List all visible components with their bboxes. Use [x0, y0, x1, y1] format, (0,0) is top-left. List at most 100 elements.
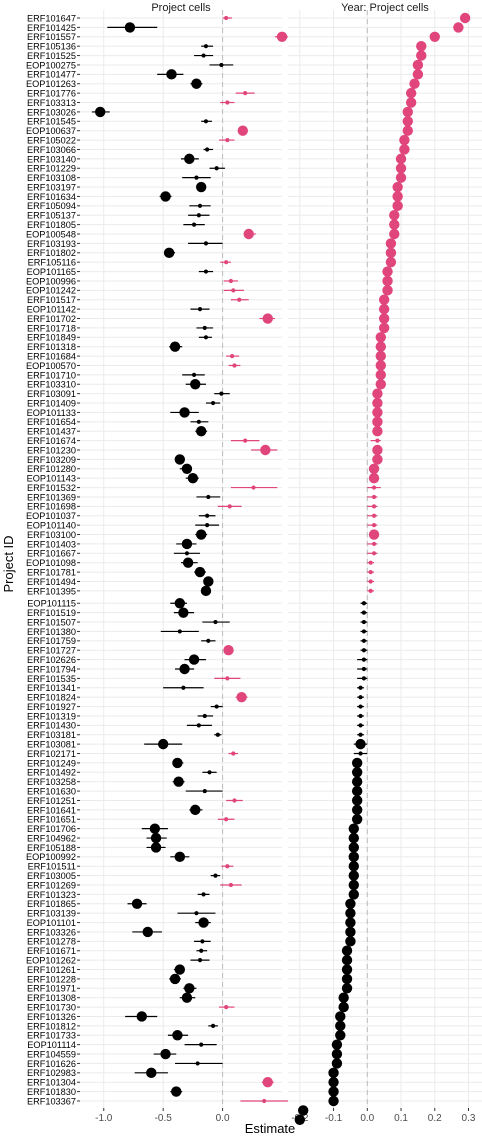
estimate-point	[251, 485, 256, 490]
estimate-point	[382, 285, 393, 296]
y-tick-label: EOP101037	[26, 511, 76, 521]
y-tick-label: ERF105137	[27, 211, 76, 221]
estimate-point	[219, 391, 224, 396]
estimate-point	[375, 341, 386, 352]
estimate-point	[348, 879, 359, 891]
estimate-point	[368, 579, 373, 584]
y-tick-label: EOP101098	[26, 558, 76, 568]
estimate-point	[389, 219, 400, 230]
estimate-point	[206, 494, 211, 500]
estimate-point	[136, 1011, 147, 1022]
y-tick-label: EOP101142	[27, 305, 76, 315]
estimate-point	[395, 163, 407, 174]
estimate-point	[371, 494, 377, 500]
panels: Project cells -1.0 -0.5 0.0 Year: Project ce…	[26, 2, 482, 1125]
y-tick-label: ERF101927	[27, 702, 76, 712]
estimate-point	[276, 31, 288, 42]
y-tick-label: ERF101824	[27, 693, 76, 703]
y-tick-label: ERF101494	[27, 577, 76, 587]
estimate-point	[174, 598, 186, 609]
estimate-point	[188, 654, 200, 665]
estimate-point	[395, 172, 407, 183]
estimate-point	[368, 463, 380, 474]
estimate-point	[210, 1023, 216, 1028]
estimate-point	[385, 256, 397, 268]
estimate-point	[184, 983, 195, 994]
estimate-point	[459, 12, 471, 24]
estimate-point	[402, 125, 413, 136]
estimate-point	[429, 31, 440, 42]
estimate-point	[131, 898, 143, 909]
y-tick-label: ERF101318	[27, 342, 76, 352]
y-tick-label: ERF104962	[27, 833, 76, 843]
estimate-point	[368, 560, 373, 565]
estimate-point	[194, 566, 206, 578]
estimate-point	[191, 372, 197, 377]
estimate-point	[95, 106, 106, 118]
estimate-point	[195, 1061, 200, 1066]
estimate-point	[203, 44, 209, 49]
y-tick-label: ERF101671	[27, 946, 76, 956]
estimate-point	[297, 1105, 309, 1116]
estimate-point	[328, 1095, 339, 1107]
y-tick-label: ERF101409	[27, 398, 76, 408]
x-tick-label: -1.0	[95, 1113, 113, 1124]
y-tick-label: ERF101341	[27, 683, 76, 693]
estimate-point	[412, 59, 424, 71]
y-tick-label: ERF102626	[27, 655, 76, 665]
estimate-point	[372, 444, 383, 456]
y-tick-label: ERF103258	[27, 777, 76, 787]
y-tick-label: ERF101308	[27, 993, 76, 1003]
y-tick-label: ERF103005	[27, 871, 76, 881]
estimate-point	[453, 22, 464, 33]
y-tick-label: EOP101262	[26, 956, 76, 966]
y-tick-label: ERF103108	[27, 173, 76, 183]
estimate-point	[402, 106, 413, 118]
y-tick-label: ERF101718	[27, 323, 76, 333]
estimate-point	[203, 335, 209, 340]
y-tick-label: ERF101674	[27, 436, 76, 446]
estimate-point	[348, 889, 359, 900]
y-tick-label: EOP101143	[27, 474, 76, 484]
panel-title: Year: Project cells	[341, 2, 429, 14]
estimate-point	[213, 873, 218, 878]
estimate-point	[149, 823, 161, 834]
estimate-point	[341, 964, 353, 975]
y-tick-label: ERF101781	[27, 567, 76, 577]
y-tick-label: ERF101706	[27, 824, 76, 834]
y-tick-label: ERF101794	[27, 664, 76, 674]
estimate-point	[179, 407, 190, 418]
estimate-point	[203, 576, 214, 587]
y-tick-label: ERF101525	[27, 51, 76, 61]
estimate-point	[174, 851, 186, 863]
y-tick-label: ERF101519	[27, 608, 76, 618]
y-tick-label: ERF101759	[27, 636, 76, 646]
estimate-point	[225, 100, 230, 105]
estimate-point	[378, 294, 390, 305]
estimate-point	[213, 619, 218, 625]
estimate-point	[194, 911, 199, 916]
estimate-point	[345, 936, 356, 947]
estimate-point	[368, 588, 373, 593]
estimate-point	[341, 973, 353, 985]
estimate-point	[182, 557, 194, 568]
y-tick-label: ERF101430	[27, 721, 76, 731]
y-tick-label: ERF103091	[27, 389, 76, 399]
estimate-point	[163, 247, 175, 258]
estimate-point	[227, 504, 232, 509]
estimate-point	[348, 842, 359, 853]
estimate-point	[358, 723, 363, 728]
estimate-point	[243, 228, 254, 240]
estimate-point	[385, 247, 397, 258]
estimate-point	[378, 313, 390, 324]
y-tick-label: ERF101535	[27, 674, 76, 684]
estimate-point	[214, 704, 219, 709]
estimate-point	[179, 663, 190, 675]
y-tick-label: ERF102171	[27, 749, 76, 759]
y-tick-label: ERF103181	[27, 730, 76, 740]
estimate-point	[375, 369, 386, 381]
y-tick-label: EOP100275	[26, 60, 76, 70]
estimate-point	[361, 619, 367, 625]
estimate-point	[225, 676, 230, 681]
